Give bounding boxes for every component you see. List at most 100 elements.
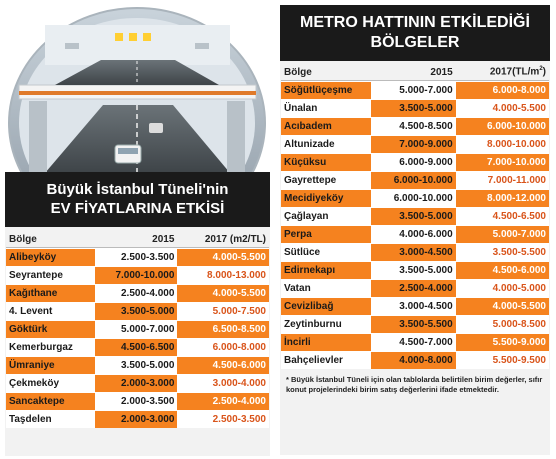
- cell-2015: 6.000-10.000: [371, 171, 456, 189]
- cell-2017: 5.000-7.500: [177, 302, 269, 320]
- table-row: Alibeyköy 2.500-3.500 4.000-5.500: [6, 248, 269, 266]
- cell-bolge: İncirli: [281, 333, 372, 351]
- table-row: Altunizade 7.000-9.000 8.000-10.000: [281, 135, 549, 153]
- cell-2015: 5.000-7.000: [95, 320, 178, 338]
- cell-bolge: Edirnekapı: [281, 261, 372, 279]
- left-table-title: Büyük İstanbul Tüneli'nin EV FİYATLARINA…: [5, 172, 270, 227]
- header-2015: 2015: [371, 64, 456, 81]
- cell-2015: 2.500-4.000: [371, 279, 456, 297]
- cell-2017: 4.000-5.000: [455, 279, 549, 297]
- cell-2015: 3.500-5.500: [371, 315, 456, 333]
- cell-2017: 4.000-5.500: [177, 248, 269, 266]
- table-header-row: Bölge 2015 2017(TL/m2): [281, 64, 549, 81]
- table-row: Söğütlüçeşme 5.000-7.000 6.000-8.000: [281, 81, 549, 99]
- header-bolge: Bölge: [6, 231, 96, 248]
- cell-2017: 5.500-9.500: [455, 351, 549, 369]
- header-2017: 2017 (m2/TL): [177, 231, 269, 248]
- cell-bolge: Gayrettepe: [281, 171, 372, 189]
- cell-bolge: Alibeyköy: [6, 248, 96, 266]
- table-row: Sütlüce 3.000-4.500 3.500-5.500: [281, 243, 549, 261]
- cell-bolge: Küçüksu: [281, 153, 372, 171]
- cell-bolge: Sütlüce: [281, 243, 372, 261]
- cell-bolge: Ümraniye: [6, 356, 96, 374]
- header-2015: 2015: [95, 231, 178, 248]
- cell-bolge: Kemerburgaz: [6, 338, 96, 356]
- cell-bolge: Perpa: [281, 225, 372, 243]
- cell-2015: 2.000-3.500: [95, 392, 178, 410]
- cell-2015: 6.000-10.000: [371, 189, 456, 207]
- table-row: Seyrantepe 7.000-10.000 8.000-13.000: [6, 266, 269, 284]
- table-row: Küçüksu 6.000-9.000 7.000-10.000: [281, 153, 549, 171]
- cell-2017: 5.500-9.000: [455, 333, 549, 351]
- cell-2015: 4.500-8.500: [371, 117, 456, 135]
- cell-2015: 3.500-5.000: [95, 356, 178, 374]
- cell-2015: 3.500-5.000: [371, 99, 456, 117]
- cell-2015: 2.000-3.000: [95, 410, 178, 428]
- table-row: Kağıthane 2.500-4.000 4.000-5.500: [6, 284, 269, 302]
- cell-bolge: Seyrantepe: [6, 266, 96, 284]
- table-row: Ümraniye 3.500-5.000 4.500-6.000: [6, 356, 269, 374]
- cell-bolge: Acıbadem: [281, 117, 372, 135]
- table-row: Taşdelen 2.000-3.000 2.500-3.500: [6, 410, 269, 428]
- right-table-title: METRO HATTININ ETKİLEDİĞİ BÖLGELER: [280, 5, 550, 61]
- cell-2017: 7.000-11.000: [455, 171, 549, 189]
- cell-2017: 4.000-5.500: [455, 99, 549, 117]
- cell-2017: 7.000-10.000: [455, 153, 549, 171]
- cell-2015: 2.500-3.500: [95, 248, 178, 266]
- cell-bolge: Çekmeköy: [6, 374, 96, 392]
- tunnel-price-panel: Büyük İstanbul Tüneli'nin EV FİYATLARINA…: [5, 172, 270, 456]
- table-row: Acıbadem 4.500-8.500 6.000-10.000: [281, 117, 549, 135]
- table-row: Edirnekapı 3.500-5.000 4.500-6.000: [281, 261, 549, 279]
- table-row: Çağlayan 3.500-5.000 4.500-6.500: [281, 207, 549, 225]
- cell-2017: 6.000-8.000: [455, 81, 549, 99]
- header-2017: 2017(TL/m2): [455, 64, 549, 81]
- cell-2017: 4.500-6.000: [455, 261, 549, 279]
- table-row: İncirli 4.500-7.000 5.500-9.000: [281, 333, 549, 351]
- header-2017-close: ): [542, 66, 546, 78]
- cell-bolge: Sancaktepe: [6, 392, 96, 410]
- table-row: Zeytinburnu 3.500-5.500 5.000-8.500: [281, 315, 549, 333]
- cell-2017: 2.500-3.500: [177, 410, 269, 428]
- cell-bolge: 4. Levent: [6, 302, 96, 320]
- table-row: Perpa 4.000-6.000 5.000-7.000: [281, 225, 549, 243]
- right-title-line1: METRO HATTININ ETKİLEDİĞİ: [300, 14, 530, 31]
- right-title-line2: BÖLGELER: [370, 34, 460, 51]
- cell-2015: 3.000-4.500: [371, 243, 456, 261]
- footnote: * Büyük İstanbul Tüneli için olan tablol…: [286, 375, 543, 394]
- cell-2017: 4.000-5.500: [177, 284, 269, 302]
- cell-bolge: Vatan: [281, 279, 372, 297]
- cell-bolge: Cevizlibağ: [281, 297, 372, 315]
- cell-2015: 6.000-9.000: [371, 153, 456, 171]
- cell-2017: 4.000-5.500: [455, 297, 549, 315]
- cell-2015: 3.000-4.500: [371, 297, 456, 315]
- cell-bolge: Kağıthane: [6, 284, 96, 302]
- table-row: Bahçelievler 4.000-8.000 5.500-9.500: [281, 351, 549, 369]
- cell-bolge: Çağlayan: [281, 207, 372, 225]
- cell-2015: 5.000-7.000: [371, 81, 456, 99]
- table-row: Sancaktepe 2.000-3.500 2.500-4.000: [6, 392, 269, 410]
- cell-2015: 7.000-9.000: [371, 135, 456, 153]
- cell-2017: 8.000-13.000: [177, 266, 269, 284]
- cell-2017: 8.000-12.000: [455, 189, 549, 207]
- table-row: Göktürk 5.000-7.000 6.500-8.500: [6, 320, 269, 338]
- cell-2017: 4.500-6.500: [455, 207, 549, 225]
- cell-2017: 4.500-6.000: [177, 356, 269, 374]
- cell-2017: 3.000-4.000: [177, 374, 269, 392]
- cell-2017: 6.000-10.000: [455, 117, 549, 135]
- table-row: Vatan 2.500-4.000 4.000-5.000: [281, 279, 549, 297]
- table-row: Cevizlibağ 3.000-4.500 4.000-5.500: [281, 297, 549, 315]
- left-title-line1: Büyük İstanbul Tüneli'nin: [46, 181, 229, 198]
- cell-bolge: Mecidiyeköy: [281, 189, 372, 207]
- cell-2017: 2.500-4.000: [177, 392, 269, 410]
- metro-price-panel: METRO HATTININ ETKİLEDİĞİ BÖLGELER Bölge…: [280, 5, 550, 455]
- table-row: Gayrettepe 6.000-10.000 7.000-11.000: [281, 171, 549, 189]
- cell-2017: 6.500-8.500: [177, 320, 269, 338]
- cell-2017: 5.000-8.500: [455, 315, 549, 333]
- cell-2017: 3.500-5.500: [455, 243, 549, 261]
- table-row: Ünalan 3.500-5.000 4.000-5.500: [281, 99, 549, 117]
- cell-2015: 4.500-6.500: [95, 338, 178, 356]
- cell-2015: 3.500-5.000: [95, 302, 178, 320]
- cell-2015: 3.500-5.000: [371, 261, 456, 279]
- tunnel-price-table: Bölge 2015 2017 (m2/TL) Alibeyköy 2.500-3…: [6, 231, 269, 428]
- cell-2015: 4.000-8.000: [371, 351, 456, 369]
